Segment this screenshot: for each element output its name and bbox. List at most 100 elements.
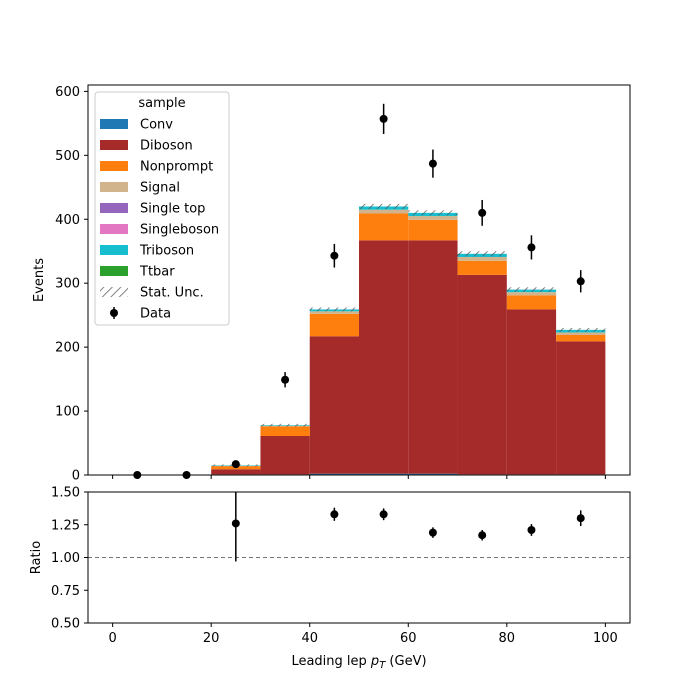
- data-point: [576, 277, 585, 286]
- data-point: [330, 251, 339, 260]
- legend-swatch-nonprompt: [100, 161, 128, 171]
- legend-swatch-ttbar: [100, 266, 128, 276]
- legend-title: sample: [138, 96, 185, 111]
- y-tick-label: 300: [55, 277, 80, 292]
- bar-diboson: [408, 240, 458, 474]
- legend-swatch-diboson: [100, 140, 128, 150]
- legend-label-stat-unc-: Stat. Unc.: [140, 286, 204, 301]
- ratio-panel: 0.50 0.75 1.00 1.25 1.50 0 20 40 60 80 100 Ratio L…: [29, 486, 631, 671]
- legend-label-conv: Conv: [140, 118, 173, 133]
- stacked-bars: [211, 206, 606, 475]
- ratio-point: [428, 528, 437, 537]
- y-axis-label-events: Events: [32, 258, 47, 302]
- y-axis-label-ratio: Ratio: [29, 541, 44, 574]
- bar-diboson: [457, 274, 507, 475]
- legend-label-signal: Signal: [140, 181, 180, 196]
- ratio-points: [231, 492, 585, 562]
- stat-unc-band: [506, 287, 557, 292]
- legend-label-nonprompt: Nonprompt: [140, 160, 213, 175]
- bar-signal: [309, 311, 359, 314]
- legend-swatch-signal: [100, 182, 128, 192]
- ratio-point: [379, 510, 388, 519]
- legend-label-data: Data: [140, 307, 171, 322]
- stat-unc-band: [457, 251, 507, 257]
- legend-swatch-conv: [100, 119, 128, 129]
- bar-nonprompt: [556, 334, 606, 342]
- y-tick-label: 500: [55, 149, 80, 164]
- y-tick-label: 200: [55, 341, 80, 356]
- stat-unc-band: [359, 203, 409, 210]
- bar-signal: [359, 209, 409, 214]
- bar-diboson: [309, 336, 359, 474]
- data-point: [478, 208, 487, 217]
- ratio-point: [231, 519, 240, 528]
- stat-unc-band: [408, 210, 458, 216]
- data-point: [281, 375, 290, 384]
- bar-nonprompt: [359, 213, 409, 241]
- bar-conv: [309, 473, 359, 475]
- bar-diboson: [260, 436, 310, 475]
- bar-nonprompt: [457, 260, 507, 275]
- ratio-y-tick-label: 1.00: [51, 551, 80, 566]
- bar-nonprompt: [309, 313, 359, 337]
- bar-signal: [556, 332, 606, 335]
- data-point: [379, 114, 388, 123]
- y-tick-label: 400: [55, 213, 80, 228]
- legend: sample Conv Diboson Nonprompt Signal Single t…: [94, 91, 230, 326]
- main-plot-frame: [87, 84, 631, 476]
- y-tick-label: 600: [55, 85, 80, 100]
- x-tick-label: 100: [593, 631, 618, 646]
- main-axis-ticks: 0 100 200 300 400 500 600: [55, 85, 606, 484]
- main-panel: 0 100 200 300 400 500 600 Events sample Conv Dib…: [32, 84, 631, 484]
- bar-diboson: [211, 469, 261, 475]
- bar-diboson: [359, 240, 409, 474]
- legend-label-triboson: Triboson: [139, 244, 194, 259]
- x-tick-label: 20: [203, 631, 220, 646]
- legend-label-singleboson: Singleboson: [140, 223, 219, 238]
- ratio-point: [527, 525, 536, 534]
- ratio-y-tick-label: 1.25: [51, 518, 80, 533]
- data-point: [231, 460, 240, 469]
- legend-swatch-single-top: [100, 203, 128, 213]
- data-point: [428, 159, 437, 168]
- bar-diboson: [506, 309, 557, 475]
- ratio-y-tick-label: 0.50: [51, 617, 80, 632]
- ratio-point: [330, 510, 339, 519]
- legend-label-diboson: Diboson: [140, 139, 193, 154]
- ratio-plot-frame: [87, 491, 631, 624]
- bar-signal: [408, 216, 458, 220]
- ratio-y-tick-label: 1.50: [51, 486, 80, 501]
- legend-label-single-top: Single top: [140, 202, 205, 217]
- y-tick-label: 0: [72, 469, 80, 484]
- legend-swatch-stat-unc-: [100, 287, 128, 297]
- x-tick-label: 80: [499, 631, 516, 646]
- stat-unc-band: [260, 423, 310, 427]
- data-point: [527, 243, 536, 252]
- legend-swatch-triboson: [100, 245, 128, 255]
- bar-nonprompt: [260, 426, 310, 436]
- bar-conv: [359, 473, 409, 475]
- x-axis-label: Leading lep pT (GeV): [291, 654, 426, 671]
- legend-swatch-singleboson: [100, 224, 128, 234]
- ratio-point: [576, 514, 585, 523]
- bar-signal: [506, 292, 557, 296]
- bar-diboson: [556, 341, 606, 475]
- stat-unc-band: [309, 307, 359, 312]
- y-tick-label: 100: [55, 405, 80, 420]
- x-tick-label: 40: [301, 631, 318, 646]
- bar-signal: [457, 256, 507, 261]
- legend-box: [94, 91, 230, 326]
- ratio-axis-ticks: 0.50 0.75 1.00 1.25 1.50 0 20 40 60 80 100: [51, 486, 618, 647]
- legend-swatch-data-marker: [110, 309, 118, 317]
- ratio-y-tick-label: 0.75: [51, 584, 80, 599]
- x-tick-label: 60: [400, 631, 417, 646]
- legend-label-ttbar: Ttbar: [139, 265, 175, 280]
- data-points: [133, 103, 585, 479]
- stat-unc-band: [556, 327, 606, 332]
- bar-conv: [408, 473, 458, 475]
- bar-nonprompt: [408, 219, 458, 241]
- x-tick-label: 0: [108, 631, 116, 646]
- bar-nonprompt: [506, 295, 557, 310]
- ratio-point: [478, 531, 487, 540]
